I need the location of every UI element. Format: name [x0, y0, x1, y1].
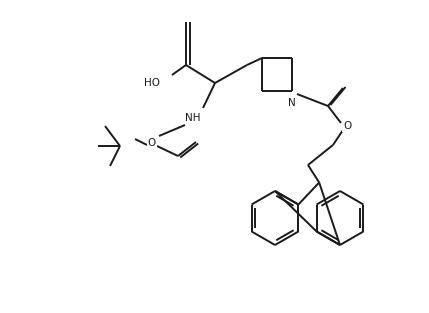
Text: HO: HO — [144, 78, 160, 88]
Text: O: O — [343, 121, 351, 131]
Text: O: O — [148, 138, 156, 148]
Text: N: N — [288, 98, 296, 108]
Text: NH: NH — [185, 113, 201, 123]
